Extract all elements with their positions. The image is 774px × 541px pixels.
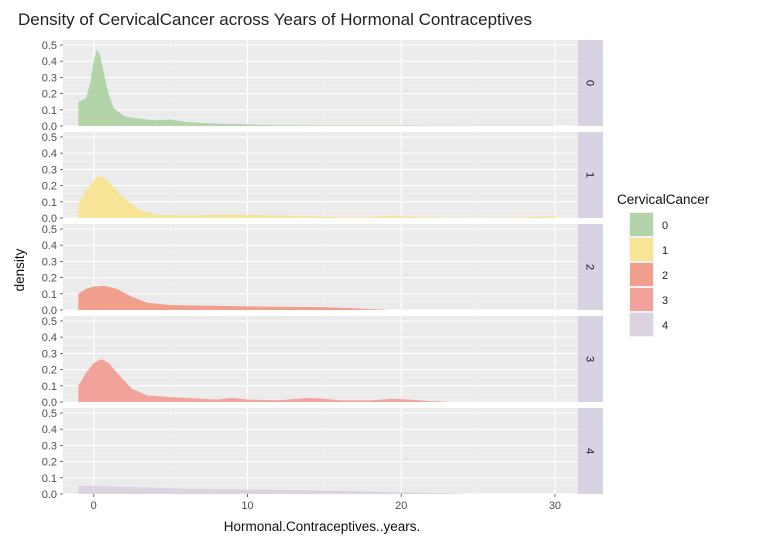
y-tick-label: 0.4	[42, 148, 57, 160]
facet-panels: 0.00.10.20.30.40.500.00.10.20.30.40.510.…	[42, 40, 603, 512]
panel-background	[63, 132, 578, 218]
density-area-2	[78, 285, 386, 310]
y-tick-label: 0.5	[42, 316, 57, 328]
y-tick-label: 0.1	[42, 289, 57, 301]
y-tick-label: 0.0	[42, 397, 57, 409]
x-tick-label: 20	[395, 500, 407, 512]
legend-swatch-4	[630, 313, 653, 336]
y-tick-label: 0.1	[42, 105, 57, 117]
facet-strip	[578, 132, 603, 218]
y-tick-label: 0.5	[42, 40, 57, 52]
facet-strip-label: 1	[584, 172, 596, 178]
y-tick-label: 0.2	[42, 273, 57, 285]
facet-panel-3: 0.0 0.1 0.2 0.3 0.4 0.5 3	[42, 316, 603, 409]
y-tick-label: 0.3	[42, 164, 57, 176]
y-tick-label: 0.1	[42, 473, 57, 485]
y-tick-label: 0.3	[42, 348, 57, 360]
chart-title: Density of CervicalCancer across Years o…	[18, 10, 532, 29]
y-tick-label: 0.0	[42, 121, 57, 133]
facet-strip-label: 0	[584, 80, 596, 86]
y-tick-label: 0.0	[42, 213, 57, 225]
y-tick-label: 0.3	[42, 72, 57, 84]
legend-title: CervicalCancer	[617, 192, 710, 207]
legend-swatch-0	[630, 213, 653, 236]
y-tick-label: 0.2	[42, 89, 57, 101]
y-tick-label: 0.5	[42, 132, 57, 144]
facet-strip	[578, 224, 603, 310]
y-tick-label: 0.0	[42, 489, 57, 501]
facet-panel-1: 0.0 0.1 0.2 0.3 0.4 0.5 1	[42, 132, 603, 225]
facet-panel-0: 0.0 0.1 0.2 0.3 0.4 0.5 0	[42, 40, 603, 133]
y-tick-label: 0.1	[42, 197, 57, 209]
y-tick-label: 0.4	[42, 424, 57, 436]
y-tick-label: 0.1	[42, 381, 57, 393]
panel-background	[63, 408, 578, 494]
facet-panel-4: 0.0 0.1 0.2 0.3 0.4 0.5 4	[42, 408, 603, 501]
panel-background	[63, 316, 578, 402]
facet-strip-label: 3	[584, 356, 596, 362]
y-tick-label: 0.2	[42, 181, 57, 193]
facet-strip-label: 4	[584, 448, 596, 454]
facet-panel-2: 0.0 0.1 0.2 0.3 0.4 0.5 2	[42, 224, 603, 317]
y-tick-label: 0.4	[42, 240, 57, 252]
y-tick-label: 0.4	[42, 56, 57, 68]
x-tick-label: 0	[91, 500, 97, 512]
legend-label-4: 4	[662, 320, 668, 332]
facet-strip-label: 2	[584, 264, 596, 270]
y-tick-label: 0.0	[42, 305, 57, 317]
density-area-0	[78, 49, 555, 126]
legend-swatch-3	[630, 288, 653, 311]
density-area-4	[78, 485, 463, 494]
legend-label-3: 3	[662, 295, 668, 307]
x-tick-label: 30	[549, 500, 561, 512]
panel-background	[63, 224, 578, 310]
panel-background	[63, 40, 578, 126]
facet-strip	[578, 316, 603, 402]
y-tick-label: 0.3	[42, 440, 57, 452]
legend-label-0: 0	[662, 220, 668, 232]
y-tick-label: 0.2	[42, 457, 57, 469]
legend-swatch-2	[630, 263, 653, 286]
y-tick-label: 0.5	[42, 408, 57, 420]
y-axis-title: density	[12, 248, 27, 291]
legend-label-1: 1	[662, 245, 668, 257]
facet-strip	[578, 408, 603, 494]
y-tick-label: 0.4	[42, 332, 57, 344]
density-area-3	[78, 359, 448, 402]
x-axis-title: Hormonal.Contraceptives..years.	[224, 519, 421, 534]
y-tick-label: 0.3	[42, 256, 57, 268]
y-tick-label: 0.5	[42, 224, 57, 236]
legend-label-2: 2	[662, 270, 668, 282]
legend-swatch-1	[630, 238, 653, 261]
density-area-1	[78, 175, 555, 218]
y-tick-label: 0.2	[42, 365, 57, 377]
x-tick-label: 10	[241, 500, 253, 512]
facet-strip	[578, 40, 603, 126]
legend: CervicalCancer 0 1 2 3 4	[617, 192, 710, 337]
